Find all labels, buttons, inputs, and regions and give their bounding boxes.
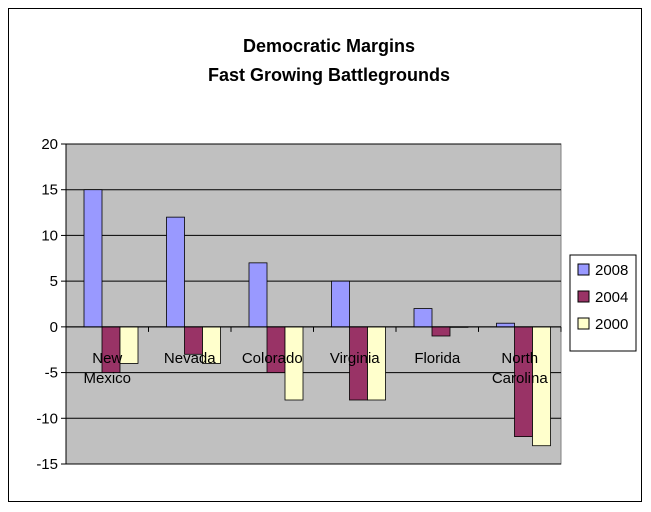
- bar-2008: [166, 216, 185, 328]
- y-tick-label: 20: [41, 136, 58, 153]
- legend-swatch-2000: [577, 317, 590, 330]
- legend: 2008 2004 2000: [569, 254, 637, 352]
- legend-label: 2004: [595, 289, 628, 306]
- bars: [83, 189, 551, 447]
- plot-area: [65, 143, 562, 465]
- category-label: Florida: [414, 350, 461, 367]
- category-label: New: [92, 350, 122, 367]
- legend-label: 2000: [595, 316, 628, 333]
- y-tick-labels: 20 15 10 5 0 -5 -10 -15: [36, 136, 58, 473]
- bar-2008: [413, 308, 433, 328]
- bar-2000: [119, 326, 139, 364]
- legend-swatch-2004: [577, 290, 590, 303]
- bar-2004: [431, 326, 451, 337]
- legend-label: 2008: [595, 262, 628, 279]
- y-tick-label: 0: [50, 319, 58, 336]
- category-label: Virginia: [330, 350, 380, 367]
- y-tick-label: -15: [36, 456, 58, 473]
- bar-2008: [248, 262, 268, 328]
- y-tick-label: 5: [50, 273, 58, 290]
- category-label: Colorado: [242, 350, 303, 367]
- bar-2008: [496, 322, 515, 328]
- category-label: North: [501, 350, 538, 367]
- y-tick-label: 10: [41, 227, 58, 244]
- category-label: Carolina: [492, 370, 549, 387]
- axes: [61, 143, 562, 465]
- y-tick-label: -10: [36, 410, 58, 427]
- y-tick-label: 15: [41, 182, 58, 199]
- category-label: Nevada: [164, 350, 216, 367]
- y-tick-label: -5: [45, 365, 58, 382]
- bar-2008: [83, 189, 103, 328]
- chart-title-line-2: Fast Growing Battlegrounds: [208, 65, 450, 85]
- bar-2008: [331, 280, 350, 328]
- chart-title-line-1: Democratic Margins: [243, 36, 415, 56]
- category-label: Mexico: [83, 370, 131, 387]
- category-labels: New Mexico Nevada Colorado Virginia Florida No…: [83, 350, 548, 387]
- legend-swatch-2008: [577, 263, 590, 276]
